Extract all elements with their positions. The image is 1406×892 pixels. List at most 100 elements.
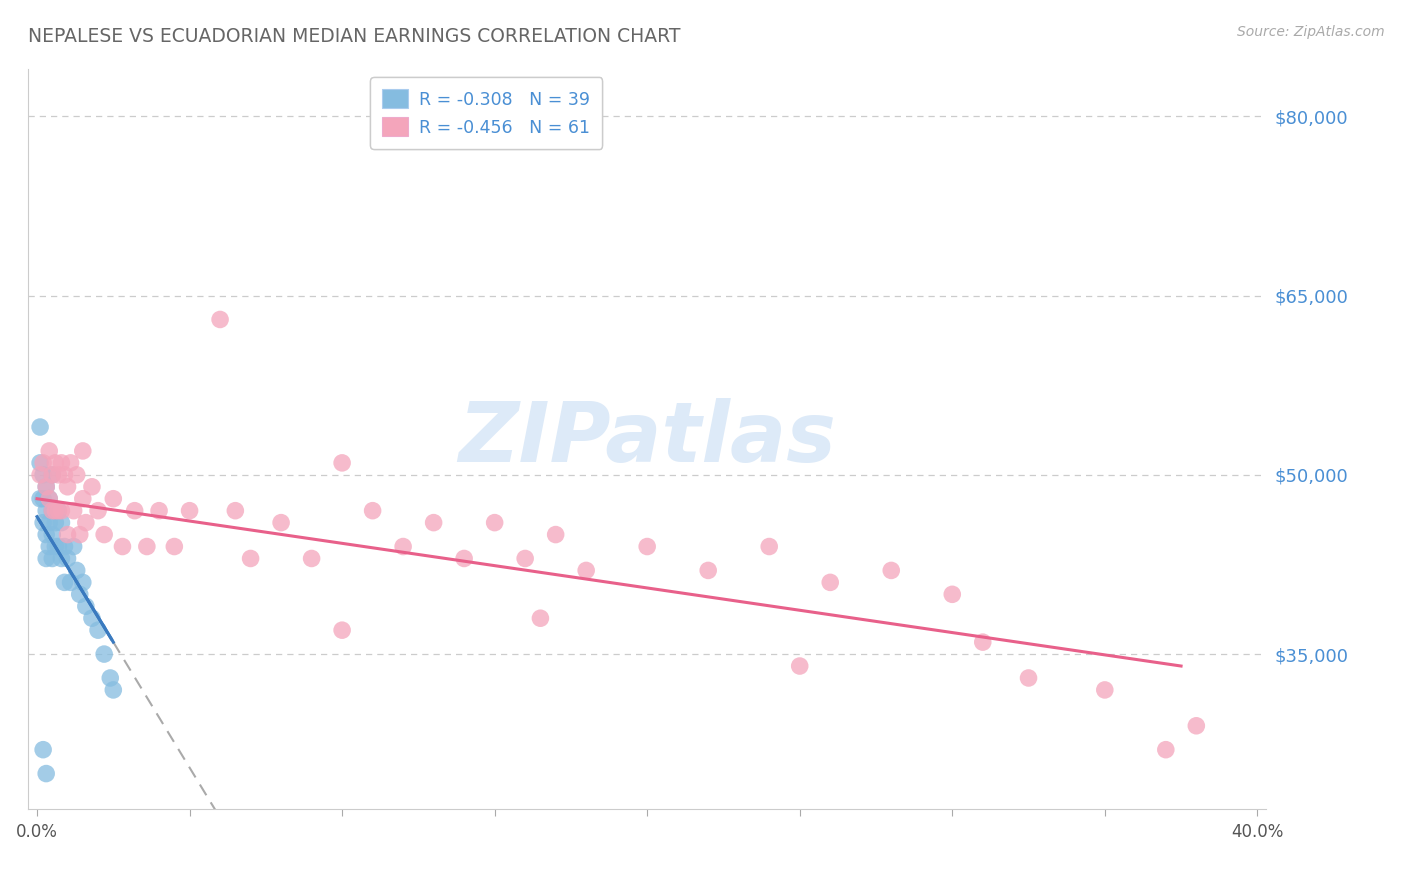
Point bbox=[44, 504, 66, 518]
Point bbox=[56, 480, 79, 494]
Point bbox=[32, 742, 55, 756]
Point bbox=[41, 527, 63, 541]
Point bbox=[51, 504, 73, 518]
Point bbox=[32, 467, 55, 482]
Point bbox=[38, 491, 60, 506]
Point bbox=[239, 551, 262, 566]
Point bbox=[53, 575, 76, 590]
Legend: R = -0.308   N = 39, R = -0.456   N = 61: R = -0.308 N = 39, R = -0.456 N = 61 bbox=[370, 78, 602, 149]
Point bbox=[41, 504, 63, 518]
Point bbox=[422, 516, 444, 530]
Point bbox=[224, 504, 246, 518]
Point bbox=[35, 480, 58, 494]
Point bbox=[972, 635, 994, 649]
Point bbox=[38, 540, 60, 554]
Point bbox=[111, 540, 134, 554]
Point bbox=[48, 540, 70, 554]
Point bbox=[48, 504, 70, 518]
Point bbox=[62, 540, 84, 554]
Point bbox=[697, 563, 720, 577]
Point bbox=[62, 504, 84, 518]
Point bbox=[59, 575, 82, 590]
Point bbox=[72, 444, 94, 458]
Point bbox=[48, 504, 70, 518]
Point bbox=[135, 540, 157, 554]
Point bbox=[87, 504, 110, 518]
Point bbox=[103, 682, 125, 697]
Point bbox=[453, 551, 475, 566]
Point bbox=[515, 551, 537, 566]
Point bbox=[148, 504, 170, 518]
Point bbox=[1185, 719, 1208, 733]
Point bbox=[163, 540, 186, 554]
Point bbox=[103, 491, 125, 506]
Point bbox=[69, 527, 91, 541]
Point bbox=[38, 516, 60, 530]
Point bbox=[544, 527, 567, 541]
Point bbox=[80, 480, 103, 494]
Text: NEPALESE VS ECUADORIAN MEDIAN EARNINGS CORRELATION CHART: NEPALESE VS ECUADORIAN MEDIAN EARNINGS C… bbox=[28, 27, 681, 45]
Point bbox=[30, 420, 52, 434]
Point bbox=[32, 491, 55, 506]
Point bbox=[32, 456, 55, 470]
Text: ZIPatlas: ZIPatlas bbox=[458, 399, 837, 480]
Point bbox=[38, 444, 60, 458]
Point bbox=[69, 587, 91, 601]
Point bbox=[41, 467, 63, 482]
Point bbox=[59, 456, 82, 470]
Point bbox=[56, 527, 79, 541]
Point bbox=[53, 540, 76, 554]
Point bbox=[209, 312, 232, 326]
Point bbox=[30, 467, 52, 482]
Text: Source: ZipAtlas.com: Source: ZipAtlas.com bbox=[1237, 25, 1385, 39]
Point bbox=[789, 659, 811, 673]
Point bbox=[636, 540, 658, 554]
Point bbox=[941, 587, 963, 601]
Point bbox=[1018, 671, 1040, 685]
Point bbox=[179, 504, 201, 518]
Point bbox=[1154, 742, 1177, 756]
Point bbox=[66, 467, 89, 482]
Point bbox=[124, 504, 146, 518]
Point bbox=[44, 456, 66, 470]
Point bbox=[1094, 682, 1116, 697]
Point bbox=[44, 516, 66, 530]
Point bbox=[41, 504, 63, 518]
Point bbox=[80, 611, 103, 625]
Point bbox=[35, 480, 58, 494]
Point bbox=[35, 504, 58, 518]
Point bbox=[484, 516, 506, 530]
Point bbox=[38, 491, 60, 506]
Point bbox=[41, 467, 63, 482]
Point bbox=[51, 551, 73, 566]
Point bbox=[330, 456, 353, 470]
Point bbox=[66, 563, 89, 577]
Point bbox=[32, 516, 55, 530]
Point bbox=[56, 551, 79, 566]
Point bbox=[529, 611, 551, 625]
Point bbox=[51, 516, 73, 530]
Point bbox=[880, 563, 903, 577]
Point bbox=[758, 540, 780, 554]
Point bbox=[35, 527, 58, 541]
Point bbox=[270, 516, 292, 530]
Point bbox=[392, 540, 415, 554]
Point bbox=[575, 563, 598, 577]
Point bbox=[87, 623, 110, 637]
Point bbox=[30, 456, 52, 470]
Point bbox=[98, 671, 121, 685]
Point bbox=[35, 766, 58, 780]
Point bbox=[93, 527, 115, 541]
Point bbox=[48, 467, 70, 482]
Point bbox=[30, 491, 52, 506]
Point bbox=[301, 551, 323, 566]
Point bbox=[818, 575, 841, 590]
Point bbox=[41, 551, 63, 566]
Point bbox=[51, 456, 73, 470]
Point bbox=[35, 551, 58, 566]
Point bbox=[361, 504, 384, 518]
Point bbox=[93, 647, 115, 661]
Point bbox=[72, 575, 94, 590]
Point bbox=[330, 623, 353, 637]
Point bbox=[75, 599, 97, 614]
